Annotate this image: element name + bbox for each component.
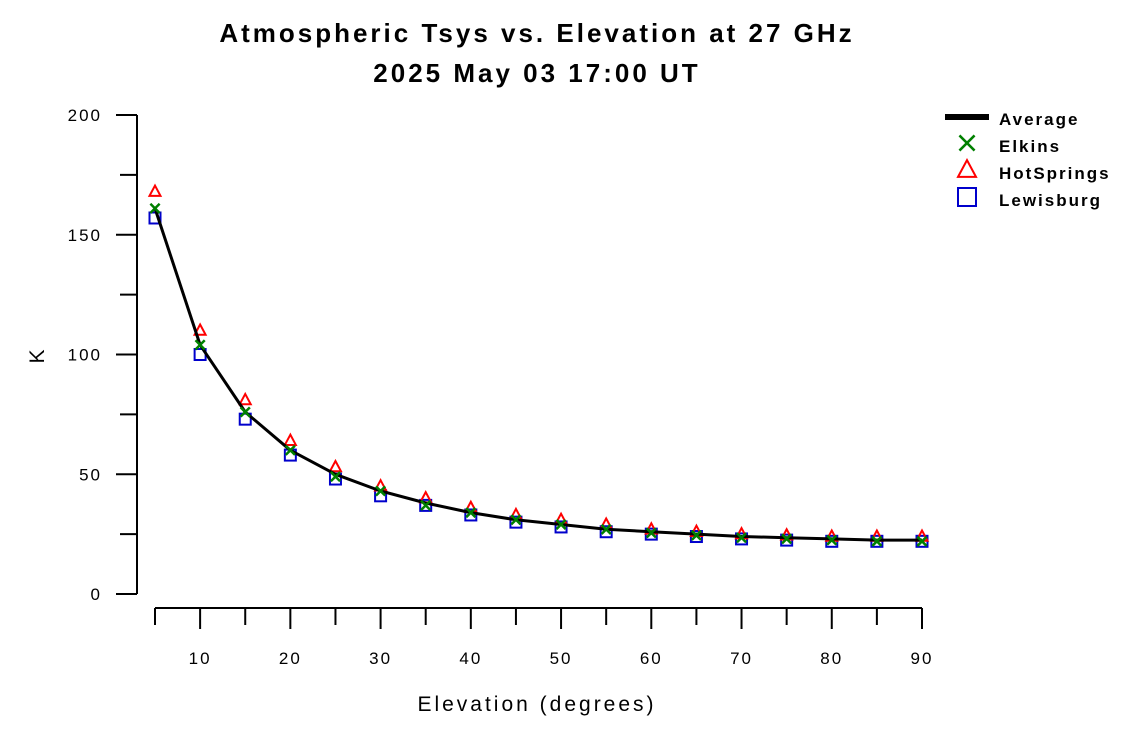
series-line bbox=[153, 207, 922, 542]
legend-label: Average bbox=[999, 110, 1079, 129]
x-axis: 10 20 30 40 50 60 70 80 90 bbox=[154, 607, 934, 668]
x-stroke bbox=[465, 507, 477, 519]
y-tick-label: 200 bbox=[68, 106, 102, 125]
x-stroke bbox=[284, 444, 296, 456]
data-point bbox=[147, 183, 163, 197]
x-stroke bbox=[645, 527, 657, 539]
data-point bbox=[645, 527, 657, 539]
legend-label: Lewisburg bbox=[999, 191, 1102, 210]
data-point bbox=[599, 525, 613, 539]
data-point bbox=[328, 458, 343, 473]
x-stroke bbox=[916, 535, 928, 547]
data-point bbox=[239, 406, 251, 418]
data-point bbox=[420, 499, 432, 511]
x-stroke bbox=[194, 339, 206, 351]
data-point bbox=[916, 535, 928, 547]
x-tick-label: 40 bbox=[459, 649, 482, 668]
legend-item-lewisburg: Lewisburg bbox=[957, 187, 1102, 210]
data-point bbox=[192, 322, 208, 336]
legend-marker-triangle bbox=[956, 157, 978, 178]
data-point bbox=[555, 519, 567, 531]
x-tick-label: 80 bbox=[820, 649, 843, 668]
data-point bbox=[781, 533, 793, 545]
data-point bbox=[826, 534, 838, 546]
x-tick-label: 20 bbox=[279, 649, 302, 668]
data-point bbox=[871, 535, 883, 547]
x-tick-label: 90 bbox=[911, 649, 934, 668]
chart-subtitle: 2025 May 03 17:00 UT bbox=[373, 58, 700, 88]
y-axis-label: K bbox=[26, 346, 49, 363]
x-stroke bbox=[555, 519, 567, 531]
data-point bbox=[238, 391, 253, 406]
x-stroke bbox=[781, 533, 793, 545]
y-tick-label: 50 bbox=[79, 465, 102, 484]
data-point bbox=[149, 202, 161, 214]
x-stroke bbox=[510, 514, 522, 526]
legend-item-average: Average bbox=[945, 110, 1079, 129]
chart-title: Atmospheric Tsys vs. Elevation at 27 GHz bbox=[219, 18, 854, 48]
x-stroke bbox=[420, 499, 432, 511]
series-hotsprings bbox=[147, 183, 930, 542]
legend-label: Elkins bbox=[999, 137, 1061, 156]
x-tick-label: 50 bbox=[550, 649, 573, 668]
data-point bbox=[690, 529, 702, 541]
legend-label: HotSprings bbox=[999, 164, 1111, 183]
data-point bbox=[329, 471, 341, 483]
legend-marker-x bbox=[958, 134, 976, 152]
data-point bbox=[736, 532, 748, 544]
x-stroke bbox=[958, 134, 976, 152]
x-axis-label: Elevation (degrees) bbox=[417, 693, 656, 716]
series-average bbox=[153, 207, 922, 542]
data-point bbox=[510, 514, 522, 526]
x-tick-label: 60 bbox=[640, 649, 663, 668]
y-axis: 0 50 100 150 200 bbox=[68, 106, 138, 604]
legend: Average Elkins HotSprings Lewisburg bbox=[945, 110, 1111, 210]
y-tick-label: 100 bbox=[68, 346, 102, 365]
legend-marker-square bbox=[957, 187, 977, 207]
data-point bbox=[509, 515, 523, 529]
legend-item-hotsprings: HotSprings bbox=[956, 157, 1111, 183]
y-tick-label: 150 bbox=[68, 226, 102, 245]
data-point bbox=[375, 485, 387, 497]
series-elkins bbox=[149, 202, 928, 547]
plot-area bbox=[147, 183, 930, 548]
data-point bbox=[554, 520, 568, 534]
x-stroke bbox=[239, 406, 251, 418]
x-tick-label: 10 bbox=[189, 649, 212, 668]
x-tick-label: 70 bbox=[730, 649, 753, 668]
x-stroke bbox=[149, 202, 161, 214]
x-stroke bbox=[826, 534, 838, 546]
x-stroke bbox=[690, 529, 702, 541]
x-tick-label: 30 bbox=[369, 649, 392, 668]
y-tick-label: 0 bbox=[91, 585, 102, 604]
data-point bbox=[283, 432, 298, 446]
data-point bbox=[600, 523, 612, 535]
legend-item-elkins: Elkins bbox=[958, 134, 1061, 156]
x-stroke bbox=[375, 485, 387, 497]
series-lewisburg bbox=[148, 211, 929, 548]
x-stroke bbox=[871, 535, 883, 547]
data-point bbox=[194, 339, 206, 351]
data-point bbox=[284, 444, 296, 456]
x-stroke bbox=[736, 532, 748, 544]
data-point bbox=[465, 507, 477, 519]
x-stroke bbox=[329, 471, 341, 483]
x-stroke bbox=[600, 523, 612, 535]
